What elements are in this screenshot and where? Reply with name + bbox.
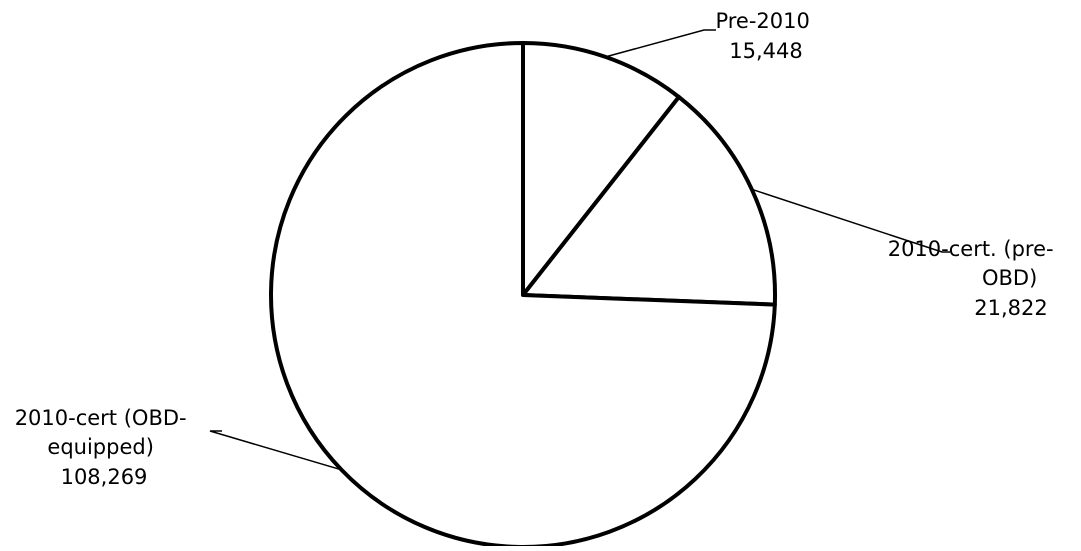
leader-line-pre-2010 (605, 29, 716, 58)
leader-lines-layer (209, 29, 950, 471)
leader-line-2010-cert-obd-equipped (209, 430, 342, 471)
labels-layer: Pre-2010 15,448 2010-cert. (pre- OBD) 21… (15, 9, 1061, 489)
slice-2010-cert-obd-equipped (269, 41, 777, 549)
leader-line-2010-cert-pre-obd (751, 188, 950, 253)
slice-label-pre-2010: Pre-2010 15,448 (715, 9, 816, 63)
slice-label-2010-cert-pre-obd: 2010-cert. (pre- OBD) 21,822 (888, 237, 1061, 320)
slice-pre-2010 (521, 41, 681, 297)
slices-layer (269, 41, 777, 549)
slice-label-2010-cert-obd-equipped: 2010-cert (OBD- equipped) 108,269 (15, 406, 194, 489)
slice-2010-cert-pre-obd (521, 95, 777, 307)
